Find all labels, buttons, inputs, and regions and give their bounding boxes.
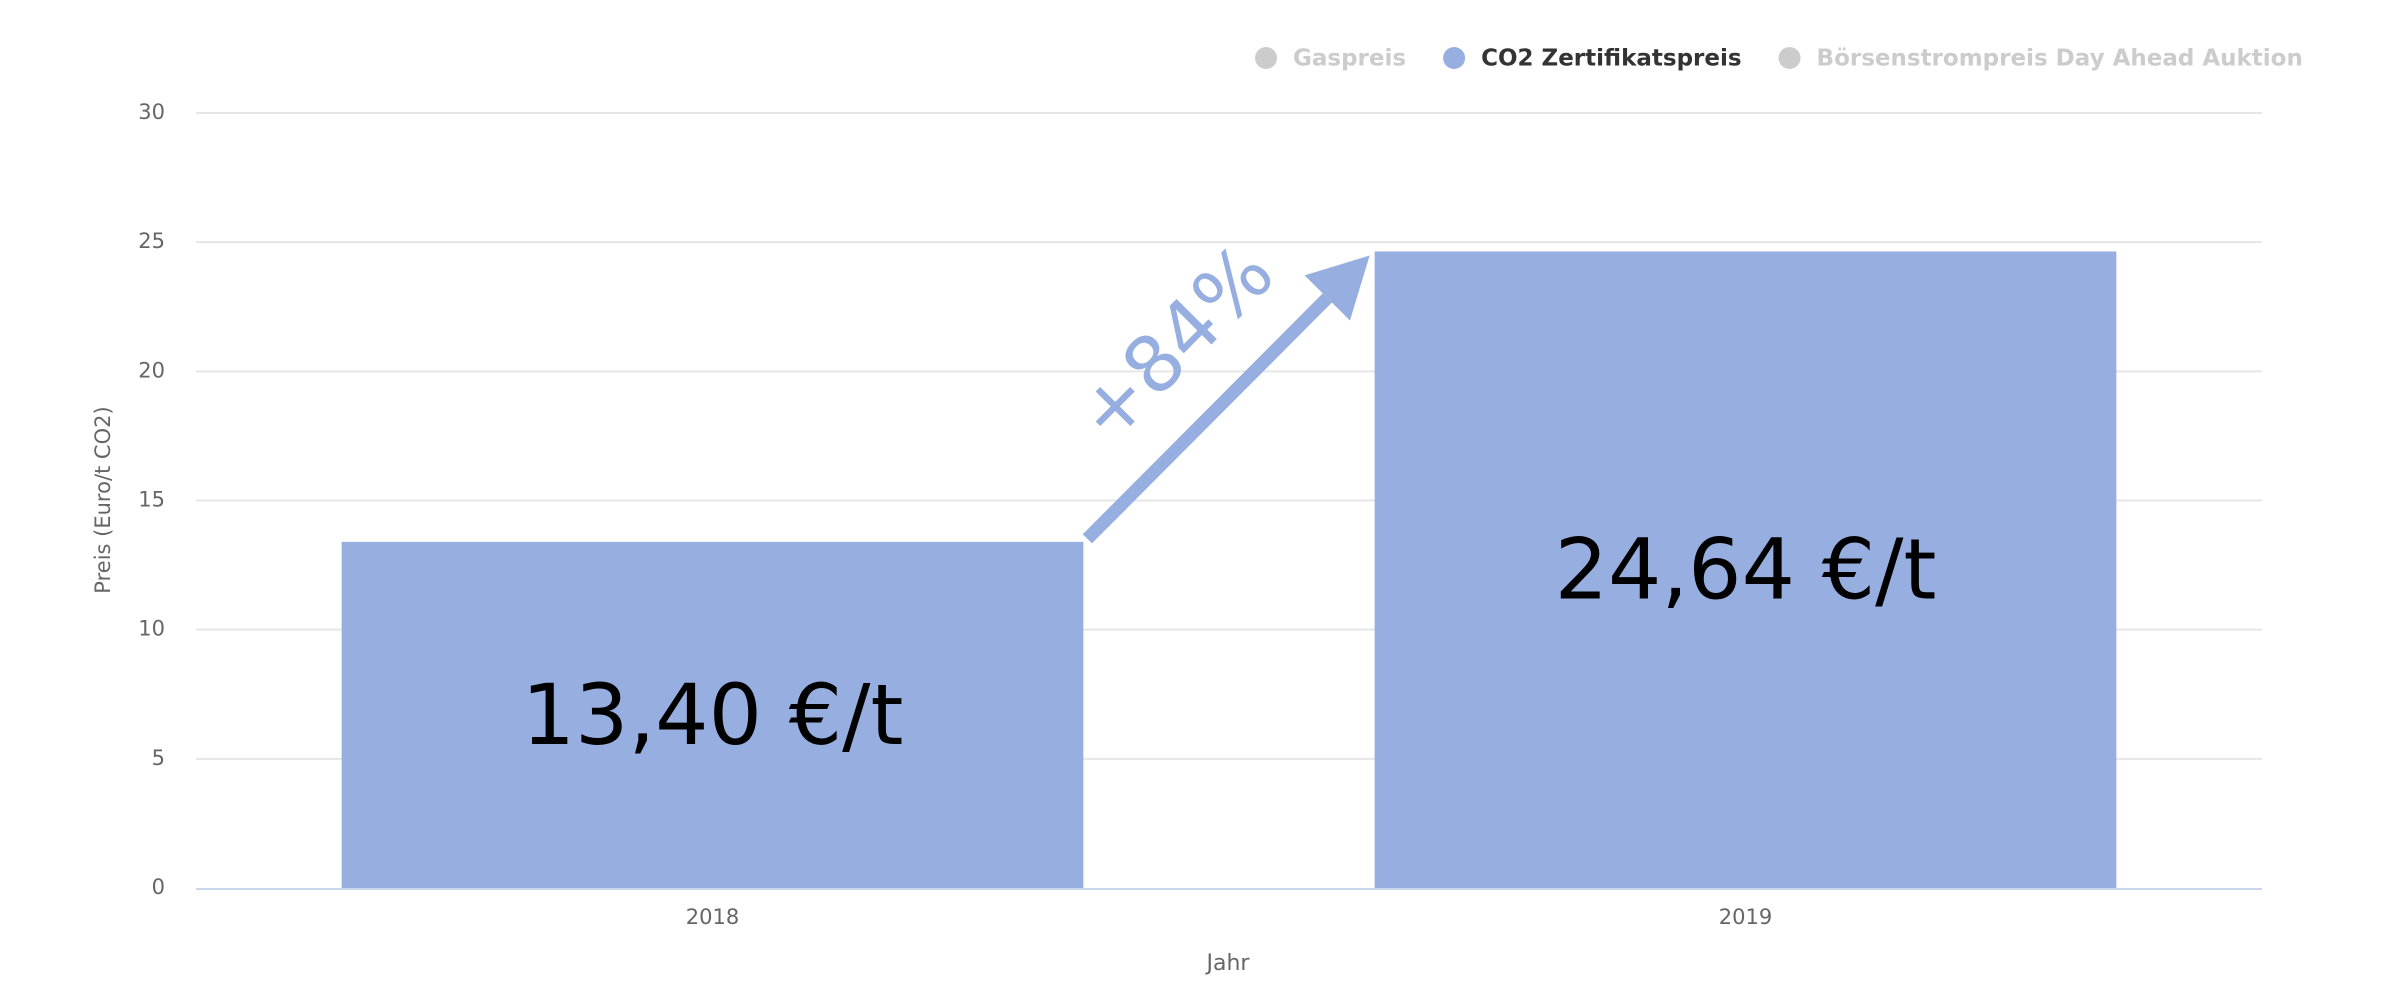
data-label: 24,64 €/t bbox=[1555, 521, 1937, 619]
bar bbox=[341, 541, 1084, 888]
y-tick-label: 20 bbox=[138, 358, 165, 382]
y-tick-label: 15 bbox=[138, 488, 165, 512]
legend-label[interactable]: Börsenstrompreis Day Ahead Auktion bbox=[1817, 46, 2303, 72]
bar bbox=[1374, 251, 2117, 888]
y-tick-label: 10 bbox=[138, 617, 165, 641]
x-axis-title: Jahr bbox=[1205, 951, 1251, 976]
growth-annotation: +84% bbox=[1059, 228, 1291, 461]
data-label: 13,40 €/t bbox=[522, 666, 904, 764]
legend-marker[interactable] bbox=[1443, 47, 1466, 69]
y-tick-label: 5 bbox=[152, 746, 165, 770]
growth-arrow-shaft bbox=[1082, 293, 1332, 544]
legend-marker[interactable] bbox=[1255, 47, 1277, 69]
y-tick-label: 0 bbox=[152, 875, 165, 899]
y-axis-title: Preis (Euro/t CO2) bbox=[91, 406, 115, 593]
x-tick-label: 2018 bbox=[686, 905, 739, 929]
growth-arrow-head bbox=[1304, 255, 1370, 321]
legend-label[interactable]: Gaspreis bbox=[1293, 46, 1406, 72]
x-tick-label: 2019 bbox=[1719, 905, 1772, 929]
y-tick-label: 25 bbox=[138, 229, 165, 253]
legend-marker[interactable] bbox=[1778, 47, 1801, 69]
legend-label[interactable]: CO2 Zertifikatspreis bbox=[1481, 46, 1741, 72]
y-tick-label: 30 bbox=[138, 100, 165, 124]
